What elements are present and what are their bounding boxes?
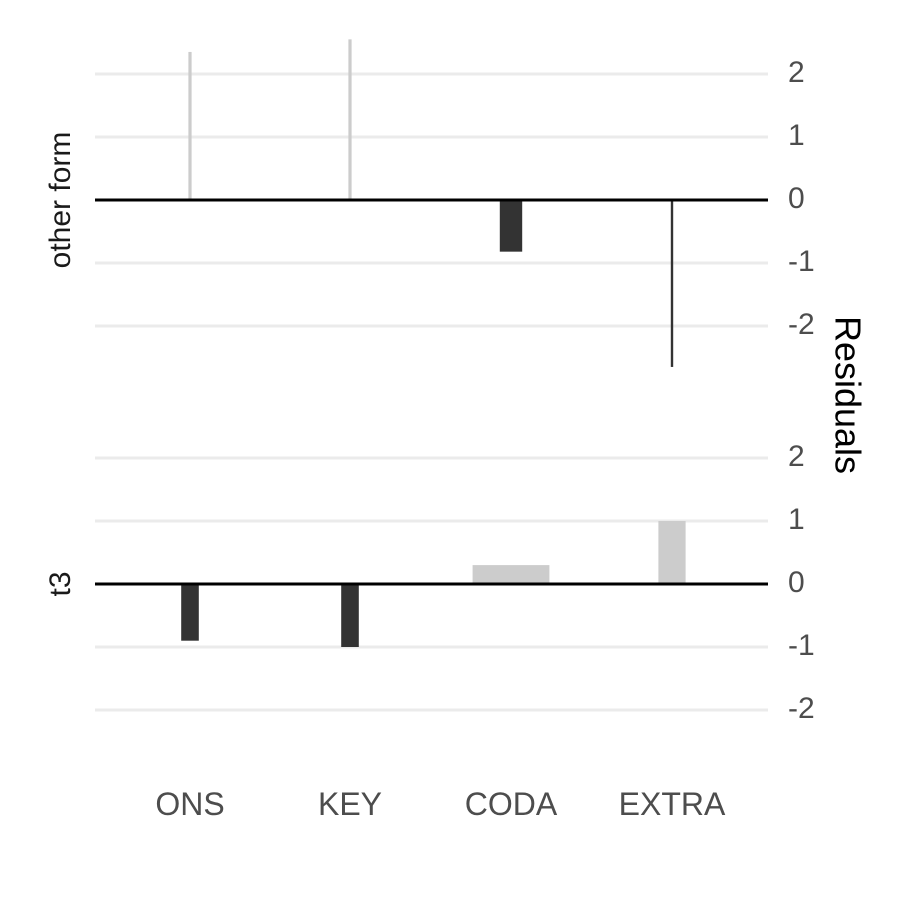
y-axis-title: Residuals	[827, 316, 868, 474]
y-tick-label: -1	[788, 629, 815, 662]
y-tick-label: 2	[788, 56, 805, 89]
bar-extra	[670, 200, 674, 367]
bar-extra	[658, 521, 686, 584]
bar-coda	[472, 565, 550, 584]
y-tick-label: 0	[788, 566, 805, 599]
bar-key	[341, 584, 359, 647]
bar-ons	[181, 584, 199, 641]
panel-label: t3	[44, 571, 77, 596]
x-tick-label: CODA	[465, 786, 558, 822]
y-tick-label: -2	[788, 308, 815, 341]
x-tick-label: ONS	[155, 786, 224, 822]
y-tick-label: 1	[788, 119, 805, 152]
y-tick-label: 1	[788, 503, 805, 536]
panel-2: 2 1 0 -1 -2 t3	[44, 440, 815, 725]
x-tick-label: EXTRA	[619, 786, 726, 822]
x-tick-label: KEY	[318, 786, 382, 822]
bar-ons	[188, 51, 192, 201]
y-tick-label: -1	[788, 245, 815, 278]
y-tick-label: -2	[788, 692, 815, 725]
panel-label: other form	[44, 132, 77, 269]
panel-1: 2 1 0 -1 -2 other form	[44, 39, 815, 367]
y-tick-label: 2	[788, 440, 805, 473]
bar-coda	[499, 200, 523, 252]
bar-key	[348, 39, 352, 200]
y-tick-label: 0	[788, 182, 805, 215]
